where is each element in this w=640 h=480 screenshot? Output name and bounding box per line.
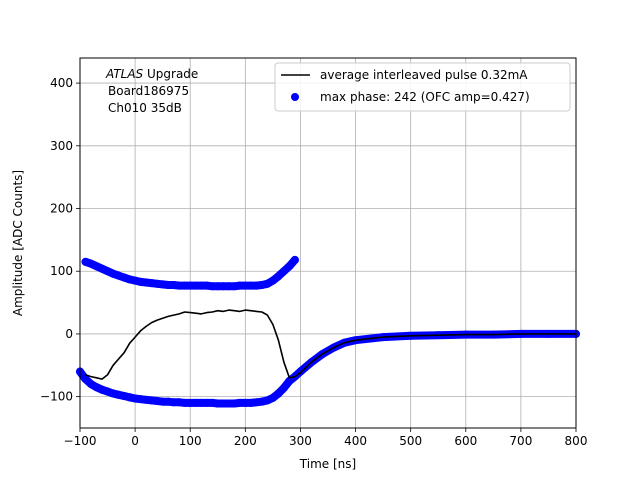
- annotation-upgrade: Upgrade: [143, 67, 198, 81]
- y-tick-label: 100: [50, 264, 73, 278]
- x-tick-label: 800: [565, 434, 588, 448]
- scatter-point: [81, 375, 90, 384]
- scatter-point: [180, 281, 189, 290]
- legend-label-average-pulse: average interleaved pulse 0.32mA: [320, 68, 528, 82]
- scatter-point: [224, 282, 233, 291]
- x-tick-label: 300: [289, 434, 312, 448]
- axis-ticks: −100 0 100 200 300 400 500 600 700 800 −100 0 100 200…: [40, 76, 587, 448]
- plot-frame: [79, 57, 577, 429]
- scatter-point: [213, 282, 222, 291]
- scatter-point: [191, 281, 200, 290]
- scatter-point: [235, 281, 244, 290]
- scatter-point: [241, 281, 250, 290]
- annotation-atlas: ATLAS: [105, 67, 144, 81]
- scatter-point: [290, 255, 299, 264]
- scatter-point: [268, 393, 277, 402]
- scatter-point: [180, 398, 189, 407]
- scatter-point: [175, 281, 184, 290]
- scatter-point: [219, 399, 228, 408]
- y-tick-label: 300: [50, 139, 73, 153]
- x-tick-label: 400: [344, 434, 367, 448]
- scatter-point: [241, 398, 250, 407]
- legend: average interleaved pulse 0.32mA max pha…: [274, 62, 571, 112]
- scatter-point: [208, 282, 217, 291]
- scatter-point: [224, 399, 233, 408]
- legend-box: [274, 62, 571, 112]
- scatter-point: [279, 267, 288, 276]
- scatter-point: [169, 398, 178, 407]
- scatter-point: [158, 397, 167, 406]
- scatter-point: [246, 281, 255, 290]
- x-tick-label: −100: [64, 434, 97, 448]
- x-tick-label: 200: [234, 434, 257, 448]
- average-pulse-line: [85, 309, 576, 380]
- scatter-point: [186, 281, 195, 290]
- y-tick-label: 400: [50, 76, 73, 90]
- annotation-board: Board186975: [108, 84, 189, 98]
- annotation-atlas-line: ATLAS Upgrade: [105, 67, 198, 81]
- grid: [79, 58, 577, 428]
- scatter-point: [213, 399, 222, 408]
- annotation-channel: Ch010 35dB: [108, 101, 182, 115]
- scatter-point: [164, 281, 173, 290]
- x-tick-label: 100: [179, 434, 202, 448]
- x-tick-label: 0: [131, 434, 139, 448]
- x-tick-label: 600: [454, 434, 477, 448]
- y-tick-label: −100: [40, 390, 73, 404]
- x-tick-label: 500: [399, 434, 422, 448]
- scatter-point: [285, 262, 294, 271]
- scatter-point: [268, 276, 277, 285]
- y-axis-label: Amplitude [ADC Counts]: [11, 170, 25, 316]
- scatter-point: [235, 398, 244, 407]
- x-tick-label: 700: [509, 434, 532, 448]
- series-layer: [76, 255, 580, 408]
- scatter-point: [186, 398, 195, 407]
- y-tick-label: 0: [65, 327, 73, 341]
- x-axis-label: Time [ns]: [299, 457, 356, 471]
- scatter-point: [219, 282, 228, 291]
- y-tick-label: 200: [50, 202, 73, 216]
- scatter-point: [202, 398, 211, 407]
- scatter-point: [197, 281, 206, 290]
- scatter-point: [274, 389, 283, 398]
- legend-label-max-phase: max phase: 242 (OFC amp=0.427): [320, 90, 530, 104]
- scatter-point: [197, 398, 206, 407]
- scatter-point: [191, 398, 200, 407]
- scatter-point: [274, 272, 283, 281]
- scatter-point: [285, 376, 294, 385]
- scatter-point: [279, 383, 288, 392]
- scatter-band-1: [76, 329, 580, 408]
- legend-dot-swatch: [291, 93, 299, 101]
